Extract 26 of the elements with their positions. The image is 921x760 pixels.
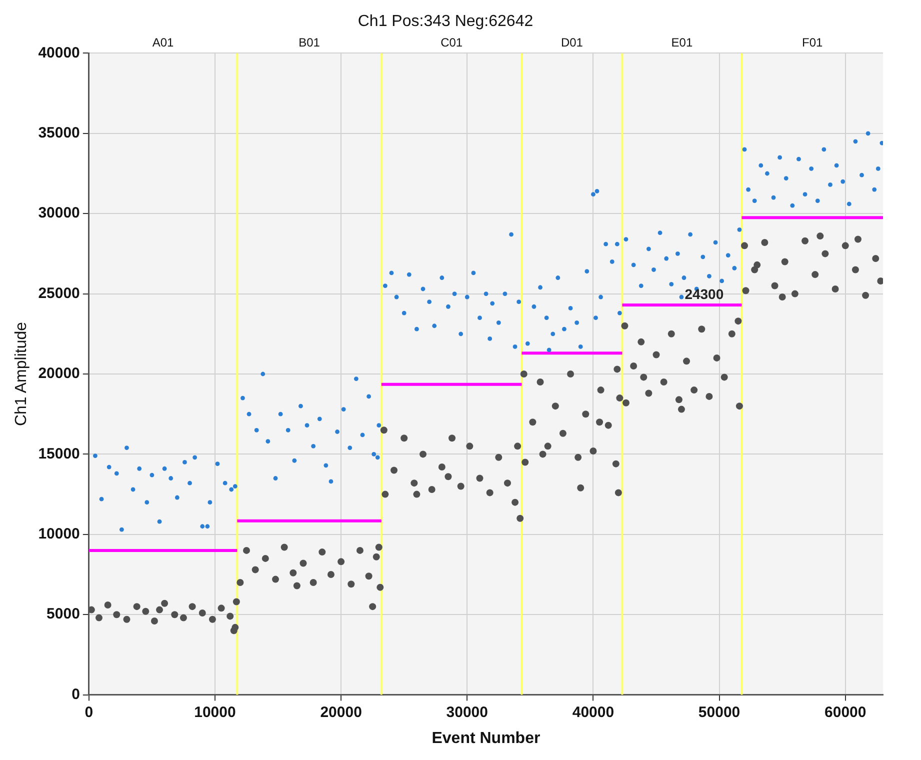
x-tick-label: 60000 <box>824 704 866 721</box>
y-tick-label: 15000 <box>38 445 80 462</box>
text: C01 <box>440 36 463 50</box>
x-axis-title: Event Number <box>432 730 540 747</box>
x-tick-label: 30000 <box>446 704 488 721</box>
text: B01 <box>298 36 320 50</box>
x-tick-label: 50000 <box>698 704 740 721</box>
text: E01 <box>671 36 693 50</box>
y-tick-label: 30000 <box>38 204 80 222</box>
text: A01 <box>152 36 174 50</box>
y-axis-title: Ch1 Amplitude <box>13 322 30 426</box>
chart-title: Ch1 Pos:343 Neg:62642 <box>358 13 534 30</box>
x-tick-label: 0 <box>84 704 94 721</box>
text: F01 <box>802 36 824 50</box>
x-tick-label: 20000 <box>320 704 362 721</box>
y-tick-label: 25000 <box>38 284 80 302</box>
y-tick-label: 20000 <box>38 365 80 382</box>
x-tick-label: 10000 <box>194 704 236 721</box>
annotation: 24300 <box>684 286 724 302</box>
y-tick-label: 35000 <box>38 124 80 142</box>
text: D01 <box>560 36 584 50</box>
y-tick-label: 10000 <box>38 526 80 543</box>
y-tick-label: 0 <box>72 686 80 703</box>
x-tick-label: 40000 <box>572 704 614 721</box>
y-tick-label: 5000 <box>46 606 80 623</box>
y-tick-label: 40000 <box>38 44 80 62</box>
